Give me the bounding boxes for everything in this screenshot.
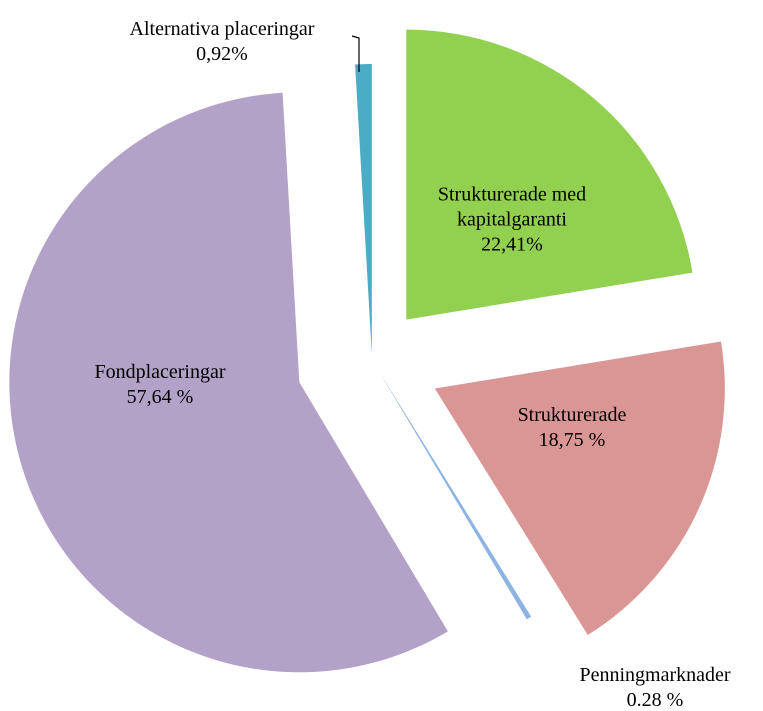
slice-label: Fondplaceringar 57,64 % xyxy=(50,360,270,410)
slice-name: Penningmarknader xyxy=(579,664,731,686)
slice-name: Strukturerade xyxy=(517,404,627,426)
slice-label: Penningmarknader 0.28 % xyxy=(545,663,763,711)
slice-label: Alternativa placeringar 0,92% xyxy=(72,17,372,67)
leader-line xyxy=(351,35,360,72)
slice-value: 57,64 % xyxy=(126,386,194,408)
slice-value: 22,41% xyxy=(481,233,543,256)
pie-slice xyxy=(406,29,693,320)
pie-slice xyxy=(355,64,372,355)
pie-slice xyxy=(434,341,725,635)
slice-name: Alternativa placeringar xyxy=(129,18,315,40)
slice-label: Strukturerade 18,75 % xyxy=(472,403,672,453)
slice-name: Strukturerade med kapitalgaranti xyxy=(437,183,587,231)
slice-value: 0.28 % xyxy=(626,689,684,711)
pie-slice xyxy=(378,370,532,620)
slice-name: Fondplaceringar xyxy=(94,361,226,383)
slice-value: 0,92% xyxy=(196,43,248,65)
slice-value: 18,75 % xyxy=(538,429,606,451)
pie-slice xyxy=(9,92,448,673)
slice-label: Strukturerade med kapitalgaranti 22,41% xyxy=(397,183,627,258)
